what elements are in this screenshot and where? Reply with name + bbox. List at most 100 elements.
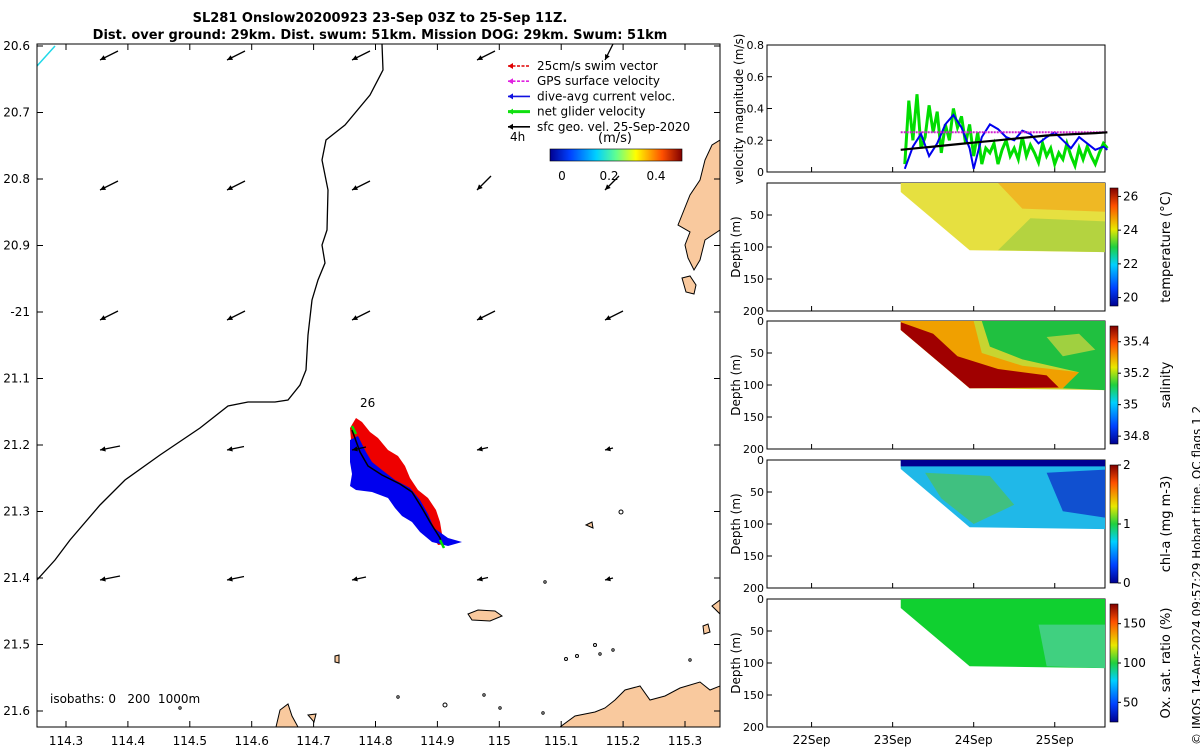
day-label: 26 — [360, 396, 375, 410]
sfc-vel-arrow — [351, 50, 371, 61]
sfc-vel-arrow — [476, 576, 489, 582]
speed-colorbar-tick-1: 0.2 — [599, 169, 618, 183]
lon-tick-label: 115.3 — [668, 734, 702, 748]
colorbar-tick-label: 100 — [1123, 656, 1146, 670]
speed-colorbar-tick-0: 0 — [558, 169, 566, 183]
legend-entry: dive-avg current veloc. — [508, 89, 675, 103]
depth-tick-label: 150 — [743, 273, 764, 286]
sfc-vel-arrow — [226, 575, 245, 582]
depth-tick-label: 200 — [743, 582, 764, 595]
land-islet-2 — [467, 609, 504, 622]
lat-tick-label: 21.2 — [3, 438, 30, 452]
net-glider-green — [350, 425, 446, 549]
legend-label: 25cm/s swim vector — [537, 59, 658, 73]
depth-tick-label: 50 — [750, 625, 764, 638]
legend-entry: sfc geo. vel. 25-Sep-2020 — [508, 120, 690, 134]
depth-tick-label: 0 — [757, 454, 764, 467]
land-islet-5 — [334, 654, 340, 664]
depth-tick-label: 100 — [743, 379, 764, 392]
title-line-2: Dist. over ground: 29km. Dist. swum: 51k… — [92, 28, 668, 43]
lon-tick-label: 114.9 — [420, 734, 454, 748]
lon-tick-label: 114.5 — [173, 734, 207, 748]
net-glider-track — [351, 429, 444, 548]
legend-entry: 25cm/s swim vector — [508, 59, 658, 73]
lat-tick-label: 21.4 — [3, 571, 30, 585]
land-island-right — [677, 139, 720, 272]
depth-tick-label: 150 — [743, 411, 764, 424]
sfc-vel-arrow — [99, 575, 121, 582]
lon-tick-label: 114.4 — [111, 734, 145, 748]
lon-tick-label: 115.1 — [544, 734, 578, 748]
sfc-vel-arrow — [99, 445, 121, 452]
map-panel: 26 114.3 114.4 114.5 114.6 114.7 114.8 114.9 11… — [3, 39, 721, 748]
sfc-vel-arrow — [476, 310, 496, 321]
colorbar-label: chl-a (mg m-3) — [1159, 476, 1174, 573]
section-colorbar — [1109, 187, 1119, 307]
colorbar-tick-label: 26 — [1123, 189, 1138, 203]
colorbar-tick-label: 50 — [1123, 695, 1138, 709]
legend-entry: GPS surface velocity — [508, 74, 660, 88]
land-islet-4 — [702, 623, 711, 635]
legend-label: dive-avg current veloc. — [537, 89, 675, 103]
sfc-vel-arrow — [226, 180, 246, 191]
lon-tick-label: 114.6 — [235, 734, 269, 748]
velocity-ytick-label: 0.6 — [747, 71, 765, 84]
velocity-ytick-label: 0.4 — [747, 103, 765, 116]
colorbar-tick-label: 35.4 — [1123, 335, 1150, 349]
date-axis: 22Sep 23Sep 24Sep 25Sep — [793, 733, 1074, 747]
colorbar-tick-label: 1 — [1123, 517, 1131, 531]
copyright-notice: © IMOS 14-Apr-2024 09:57:29 Hobart time.… — [1190, 406, 1200, 745]
lon-tick-label: 114.7 — [296, 734, 330, 748]
date-tick-label: 22Sep — [793, 733, 831, 747]
sfc-vel-arrow — [99, 50, 119, 61]
depth-tick-label: 100 — [743, 518, 764, 531]
colorbar-tick-label: 0 — [1123, 576, 1131, 590]
date-tick-label: 24Sep — [955, 733, 993, 747]
map-ticks: 114.3 114.4 114.5 114.6 114.7 114.8 114.9 115 11… — [3, 39, 720, 748]
depth-ylabel: Depth (m) — [729, 632, 743, 693]
date-tick-label: 25Sep — [1036, 733, 1074, 747]
sfc-vel-arrow — [604, 175, 620, 191]
colorbar-tick-label: 20 — [1123, 291, 1138, 305]
isobaths-label: isobaths: 0 200 1000m — [50, 692, 200, 706]
depth-tick-label: 50 — [750, 209, 764, 222]
land-islet-6 — [584, 521, 594, 529]
land-coast-bottom-left — [275, 703, 299, 727]
depth-tick-label: 100 — [743, 657, 764, 670]
colorbar-tick-label: 24 — [1123, 223, 1138, 237]
sfc-vel-arrows — [99, 44, 624, 582]
sfc-vel-arrow — [351, 310, 371, 321]
lat-tick-label: 21.6 — [3, 704, 30, 718]
legend-entry: net glider velocity — [508, 105, 645, 119]
sfc-vel-arrow — [351, 446, 367, 452]
depth-ylabel: Depth (m) — [729, 354, 743, 415]
section-colorbar — [1109, 603, 1119, 723]
lat-tick-label: 20.9 — [3, 239, 30, 253]
lat-tick-label: -21 — [10, 305, 30, 319]
velocity-ytick-label: 0.2 — [747, 134, 765, 147]
velocity-ylabel: velocity magnitude (m/s) — [732, 34, 746, 185]
bathy-specks — [178, 509, 692, 715]
lat-tick-label: 20.8 — [3, 172, 30, 186]
land-coast-bottom-right — [559, 681, 720, 727]
sfc-vel-arrow — [351, 576, 367, 582]
sfc-vel-arrow — [226, 310, 246, 321]
colorbar-tick-label: 34.8 — [1123, 429, 1150, 443]
velocity-panel: 0 0.2 0.4 0.6 0.8 velocity magnitude (m/s) — [732, 34, 1109, 185]
sfc-vel-arrow — [99, 310, 119, 321]
land-islet-3 — [711, 599, 720, 615]
sfc-vel-arrow — [604, 446, 614, 452]
sfc-vel-arrow — [604, 310, 624, 321]
legend-note: 4h — [510, 130, 525, 144]
lon-tick-label: 115.2 — [606, 734, 640, 748]
section-colorbar — [1109, 464, 1119, 584]
depth-ylabel: Depth (m) — [729, 493, 743, 554]
lat-tick-label: 21.1 — [3, 372, 30, 386]
lon-tick-label: 115 — [488, 734, 511, 748]
sfc-vel-arrow — [226, 445, 245, 452]
colorbar-label: Ox. sat. ratio (%) — [1159, 608, 1174, 719]
velocity-ytick-label: 0.8 — [747, 39, 765, 52]
speed-colorbar-tick-2: 0.4 — [646, 169, 665, 183]
